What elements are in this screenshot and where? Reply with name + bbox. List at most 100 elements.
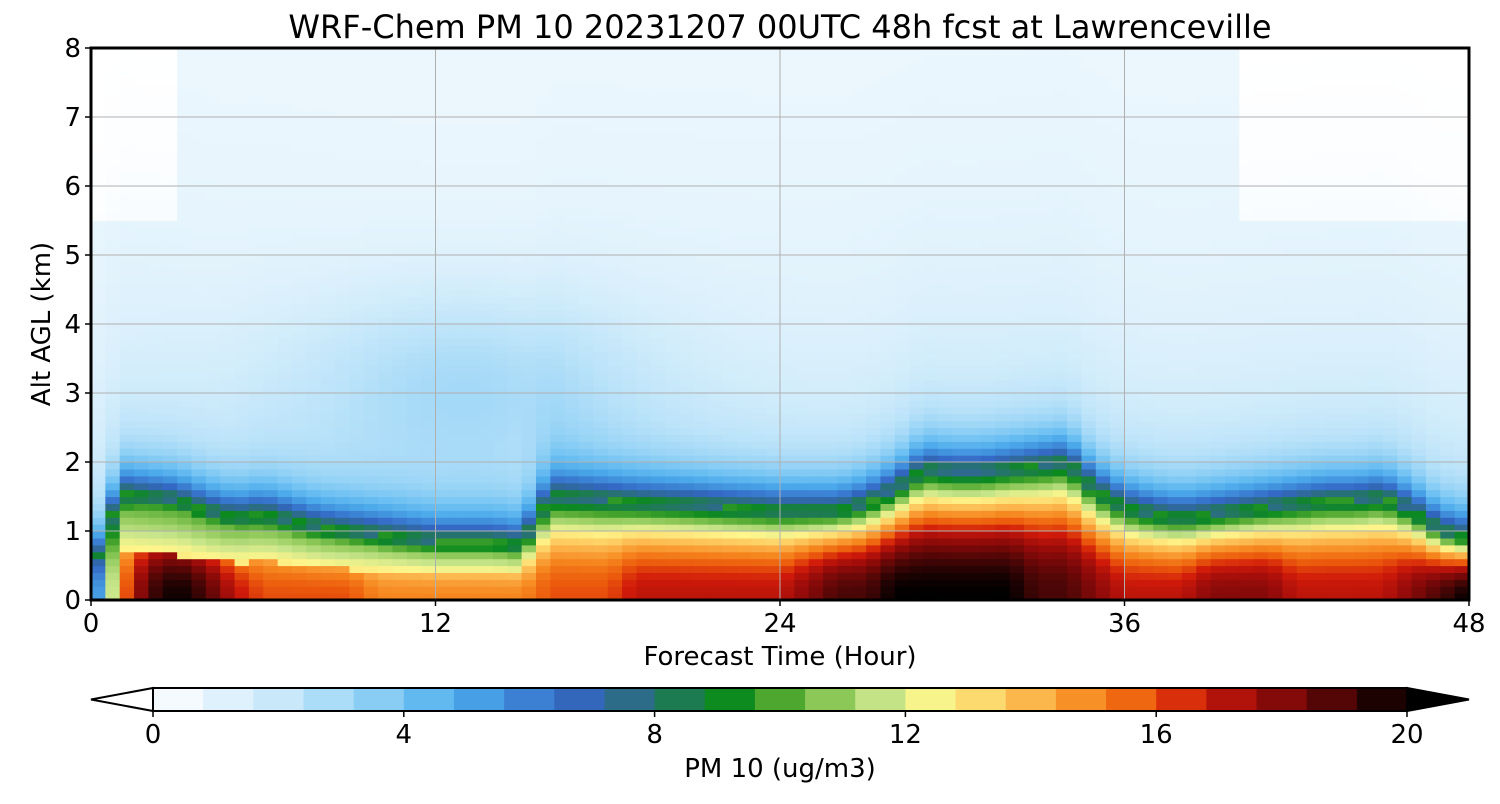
heatmap-cell bbox=[751, 358, 767, 366]
heatmap-cell bbox=[464, 61, 480, 70]
heatmap-cell bbox=[564, 324, 580, 332]
heatmap-cell bbox=[406, 289, 422, 297]
heatmap-cell bbox=[119, 531, 135, 539]
heatmap-cell bbox=[909, 496, 925, 504]
heatmap-cell bbox=[579, 524, 594, 532]
heatmap-cell bbox=[780, 448, 795, 456]
heatmap-cell bbox=[880, 192, 896, 201]
heatmap-cell bbox=[851, 137, 867, 146]
heatmap-cell bbox=[91, 255, 106, 263]
heatmap-cell bbox=[607, 393, 623, 401]
heatmap-cell bbox=[421, 468, 437, 477]
heatmap-cell bbox=[607, 255, 623, 263]
heatmap-cell bbox=[679, 89, 695, 97]
heatmap-cell bbox=[980, 420, 996, 429]
heatmap-cell bbox=[808, 386, 824, 394]
heatmap-cell bbox=[363, 413, 379, 422]
heatmap-cell bbox=[435, 524, 451, 532]
heatmap-cell bbox=[808, 558, 824, 567]
heatmap-cell bbox=[880, 586, 896, 594]
heatmap-cell bbox=[205, 103, 221, 111]
heatmap-cell bbox=[866, 551, 882, 560]
heatmap-cell bbox=[205, 289, 221, 297]
heatmap-cell bbox=[650, 248, 666, 256]
heatmap-cell bbox=[679, 48, 695, 56]
heatmap-cell bbox=[435, 544, 451, 553]
heatmap-cell bbox=[478, 455, 494, 463]
heatmap-cell bbox=[923, 275, 939, 284]
heatmap-cell bbox=[148, 179, 164, 187]
heatmap-cell bbox=[765, 206, 781, 215]
heatmap-cell bbox=[650, 206, 666, 215]
heatmap-cell bbox=[449, 220, 465, 228]
heatmap-cell bbox=[363, 420, 379, 429]
heatmap-cell bbox=[722, 386, 738, 394]
heatmap-cell bbox=[679, 296, 695, 304]
heatmap-cell bbox=[378, 117, 394, 125]
heatmap-cell bbox=[650, 303, 666, 311]
heatmap-cell bbox=[765, 75, 781, 84]
heatmap-cell bbox=[851, 296, 867, 304]
heatmap-cell bbox=[966, 558, 982, 567]
heatmap-cell bbox=[564, 579, 580, 587]
heatmap-cell bbox=[937, 275, 953, 284]
heatmap-cell bbox=[665, 179, 681, 187]
heatmap-cell bbox=[564, 420, 580, 429]
heatmap-cell bbox=[780, 524, 795, 532]
heatmap-cell bbox=[263, 158, 279, 166]
heatmap-cell bbox=[823, 103, 839, 111]
heatmap-cell bbox=[248, 544, 264, 553]
heatmap-cell bbox=[248, 358, 264, 366]
heatmap-cell bbox=[521, 537, 537, 546]
heatmap-cell bbox=[320, 537, 336, 546]
heatmap-cell bbox=[521, 420, 537, 429]
heatmap-cell bbox=[220, 496, 236, 504]
heatmap-cell bbox=[406, 448, 422, 456]
heatmap-cell bbox=[823, 344, 839, 353]
heatmap-cell bbox=[665, 565, 681, 573]
heatmap-cell bbox=[291, 82, 307, 90]
heatmap-cell bbox=[478, 282, 494, 291]
heatmap-cell bbox=[923, 213, 939, 222]
heatmap-cell bbox=[693, 199, 709, 208]
heatmap-cell bbox=[392, 192, 408, 201]
heatmap-cell bbox=[378, 593, 394, 601]
heatmap-cell bbox=[349, 489, 365, 498]
heatmap-cell bbox=[478, 462, 494, 470]
heatmap-cell bbox=[837, 179, 853, 187]
heatmap-cell bbox=[162, 427, 178, 435]
heatmap-cell bbox=[435, 372, 451, 380]
heatmap-cell bbox=[119, 268, 135, 277]
heatmap-cell bbox=[736, 296, 752, 304]
heatmap-cell bbox=[421, 68, 437, 77]
heatmap-cell bbox=[263, 572, 279, 580]
heatmap-cell bbox=[148, 261, 164, 270]
heatmap-cell bbox=[521, 489, 537, 498]
heatmap-cell bbox=[177, 54, 193, 63]
heatmap-cell bbox=[421, 255, 437, 263]
heatmap-cell bbox=[607, 434, 623, 442]
heatmap-cell bbox=[392, 213, 408, 222]
heatmap-cell bbox=[449, 565, 465, 573]
heatmap-cell bbox=[220, 151, 236, 159]
heatmap-cell bbox=[248, 130, 264, 139]
heatmap-cell bbox=[535, 303, 551, 311]
heatmap-cell bbox=[105, 165, 121, 173]
heatmap-cell bbox=[220, 455, 236, 463]
heatmap-cell bbox=[665, 455, 681, 463]
heatmap-cell bbox=[607, 406, 623, 415]
heatmap-cell bbox=[751, 475, 767, 484]
heatmap-cell bbox=[923, 441, 939, 449]
heatmap-cell bbox=[277, 82, 293, 90]
heatmap-cell bbox=[449, 123, 465, 132]
heatmap-cell bbox=[363, 448, 379, 456]
heatmap-cell bbox=[263, 89, 279, 97]
heatmap-cell bbox=[722, 241, 738, 249]
heatmap-cell bbox=[736, 158, 752, 166]
heatmap-cell bbox=[291, 282, 307, 291]
heatmap-cell bbox=[248, 310, 264, 318]
heatmap-cell bbox=[349, 158, 365, 166]
heatmap-cell bbox=[392, 420, 408, 429]
heatmap-cell bbox=[306, 192, 322, 201]
heatmap-cell bbox=[593, 510, 609, 518]
